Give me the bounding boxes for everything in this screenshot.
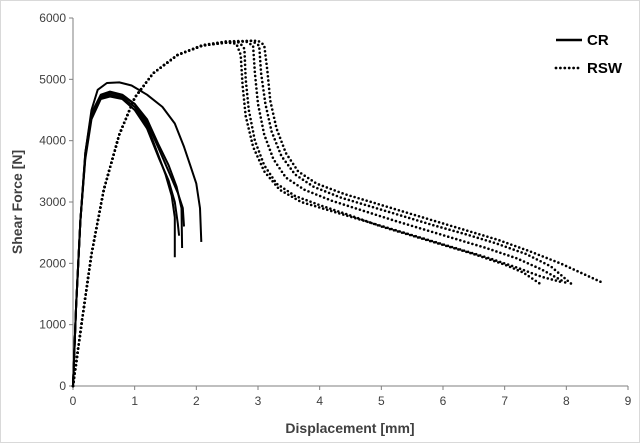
- x-tick-label: 0: [70, 394, 77, 408]
- x-tick-label: 5: [378, 394, 385, 408]
- legend-cr-label: CR: [587, 32, 609, 49]
- y-tick-label: 0: [59, 379, 66, 393]
- x-tick-label: 2: [193, 394, 200, 408]
- y-tick-label: 6000: [39, 11, 66, 25]
- x-tick-label: 7: [501, 394, 508, 408]
- y-tick-label: 5000: [39, 72, 66, 86]
- x-tick-label: 8: [563, 394, 570, 408]
- x-tick-label: 1: [131, 394, 138, 408]
- x-axis-title: Displacement [mm]: [285, 420, 414, 436]
- series-cr-line: [72, 95, 181, 387]
- series-rsw-line: [71, 39, 574, 388]
- series-layer: [71, 39, 605, 388]
- x-tick-label: 4: [316, 394, 323, 408]
- series-rsw-line: [71, 40, 568, 388]
- y-tick-label: 2000: [39, 256, 66, 270]
- x-tick-label: 3: [255, 394, 262, 408]
- y-tick-label: 1000: [39, 318, 66, 332]
- legend: CR RSW: [554, 32, 623, 77]
- y-axis-title: Shear Force [N]: [9, 150, 25, 254]
- x-tick-label: 9: [625, 394, 632, 408]
- series-rsw-line: [71, 39, 605, 388]
- y-tick-label: 3000: [39, 195, 66, 209]
- y-tick-label: 4000: [39, 134, 66, 148]
- x-tick-label: 6: [440, 394, 447, 408]
- legend-rsw-label: RSW: [587, 60, 623, 77]
- axes: 0 1 2 3 4 5 6 7 8 9 0 1000 2000 3000 4000 5000 6000: [39, 11, 631, 408]
